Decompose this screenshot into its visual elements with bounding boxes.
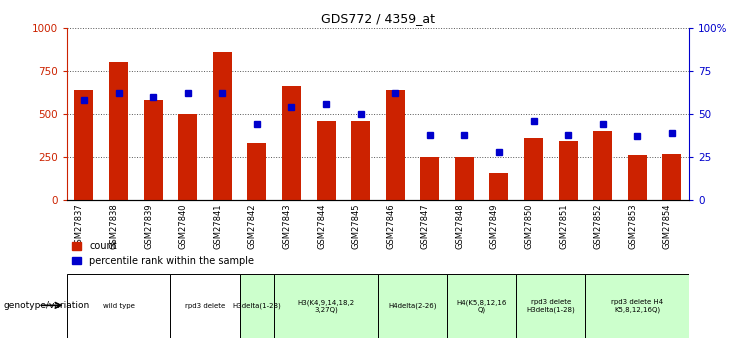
- Bar: [593, 131, 612, 200]
- Text: H4delta(2-26): H4delta(2-26): [388, 303, 436, 309]
- Text: rpd3 delete: rpd3 delete: [185, 303, 225, 309]
- Text: H3(K4,9,14,18,2
3,27Q): H3(K4,9,14,18,2 3,27Q): [297, 299, 355, 313]
- Text: wild type: wild type: [102, 303, 135, 309]
- Text: GSM27838: GSM27838: [110, 204, 119, 249]
- Bar: [247, 143, 266, 200]
- Text: rpd3 delete
H3delta(1-28): rpd3 delete H3delta(1-28): [526, 299, 575, 313]
- Text: genotype/variation: genotype/variation: [4, 301, 90, 310]
- Bar: [516, 274, 585, 338]
- Text: H3delta(1-28): H3delta(1-28): [233, 303, 282, 309]
- Bar: [585, 274, 689, 338]
- Bar: [524, 138, 543, 200]
- Text: GSM27840: GSM27840: [179, 204, 187, 249]
- Text: GSM27841: GSM27841: [213, 204, 222, 249]
- Bar: [378, 274, 447, 338]
- Bar: [109, 62, 128, 200]
- Text: GSM27842: GSM27842: [248, 204, 257, 249]
- Bar: [559, 141, 577, 200]
- Text: GSM27848: GSM27848: [456, 204, 465, 249]
- Bar: [662, 154, 682, 200]
- Text: GSM27854: GSM27854: [663, 204, 672, 249]
- Bar: [170, 274, 239, 338]
- Bar: [282, 86, 301, 200]
- Text: GSM27851: GSM27851: [559, 204, 568, 249]
- Text: GSM27852: GSM27852: [594, 204, 602, 249]
- Bar: [447, 274, 516, 338]
- Text: GSM27850: GSM27850: [525, 204, 534, 249]
- Title: GDS772 / 4359_at: GDS772 / 4359_at: [321, 12, 435, 25]
- Bar: [420, 157, 439, 200]
- Text: GSM27839: GSM27839: [144, 204, 153, 249]
- Bar: [385, 90, 405, 200]
- Bar: [455, 157, 474, 200]
- Bar: [628, 155, 647, 200]
- Text: GSM27843: GSM27843: [282, 204, 291, 249]
- Text: GSM27846: GSM27846: [386, 204, 395, 249]
- Bar: [67, 274, 170, 338]
- Bar: [144, 100, 162, 200]
- Text: GSM27837: GSM27837: [75, 204, 84, 249]
- Bar: [489, 172, 508, 200]
- Text: H4(K5,8,12,16
Q): H4(K5,8,12,16 Q): [456, 299, 507, 313]
- Text: GSM27847: GSM27847: [421, 204, 430, 249]
- Bar: [274, 274, 378, 338]
- Text: rpd3 delete H4
K5,8,12,16Q): rpd3 delete H4 K5,8,12,16Q): [611, 299, 663, 313]
- Text: GSM27845: GSM27845: [352, 204, 361, 249]
- Bar: [239, 274, 274, 338]
- Bar: [178, 114, 197, 200]
- Bar: [74, 90, 93, 200]
- Legend: count, percentile rank within the sample: count, percentile rank within the sample: [72, 241, 254, 266]
- Bar: [213, 52, 232, 200]
- Bar: [351, 121, 370, 200]
- Text: GSM27853: GSM27853: [628, 204, 637, 249]
- Bar: [316, 121, 336, 200]
- Text: GSM27844: GSM27844: [317, 204, 326, 249]
- Text: GSM27849: GSM27849: [490, 204, 499, 249]
